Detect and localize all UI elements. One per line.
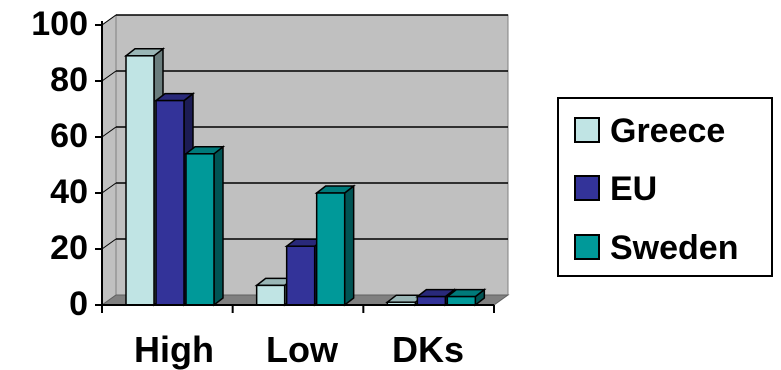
bar-eu-high-front xyxy=(155,99,185,306)
legend-swatch-greece xyxy=(574,117,600,143)
bar-sweden-low-front xyxy=(315,192,346,306)
legend-label-sweden: Sweden xyxy=(610,229,738,267)
legend-label-greece: Greece xyxy=(610,112,725,150)
y-tick-label-0: 0 xyxy=(69,285,88,323)
bar-sweden-high xyxy=(183,145,226,307)
x-tick-label-dks: DKs xyxy=(392,329,464,370)
bar-greece-low-front xyxy=(255,284,286,306)
legend-swatch-sweden xyxy=(574,234,600,260)
bar-eu-dks-front xyxy=(416,295,447,306)
axes xyxy=(95,21,495,313)
bar-eu-low-front xyxy=(285,245,316,306)
bar-sweden-low-side xyxy=(343,184,355,307)
y-tick-label-100: 100 xyxy=(31,5,88,43)
bar-greece-high-front xyxy=(125,55,155,306)
x-tick-label-high: High xyxy=(134,329,214,370)
bar-sweden-low xyxy=(314,184,356,307)
legend-label-eu: EU xyxy=(610,170,657,208)
gridline-side-20 xyxy=(101,238,117,250)
gridline-side-100 xyxy=(101,14,117,26)
legend: Greece EU Sweden xyxy=(557,97,773,277)
bar-sweden-dks xyxy=(445,288,487,307)
y-tick-labels: 0 20 40 60 80 100 xyxy=(31,5,88,323)
plot-side-wall xyxy=(101,14,117,306)
gridline-side-60 xyxy=(101,126,117,138)
bar-sweden-dks-front xyxy=(446,295,477,306)
x-tick-label-low: Low xyxy=(266,329,339,370)
gridline-side-40 xyxy=(101,182,117,194)
y-tick-label-60: 60 xyxy=(50,117,88,155)
legend-swatch-eu xyxy=(574,175,600,201)
gridline-side-80 xyxy=(101,70,117,82)
bar-sweden-high-side xyxy=(213,145,224,307)
y-tick-label-80: 80 xyxy=(50,61,88,99)
y-tick-label-40: 40 xyxy=(50,173,88,211)
y-tick-label-20: 20 xyxy=(50,229,88,267)
x-tick-labels: High Low DKs xyxy=(134,329,464,370)
bar-sweden-high-front xyxy=(185,153,215,306)
